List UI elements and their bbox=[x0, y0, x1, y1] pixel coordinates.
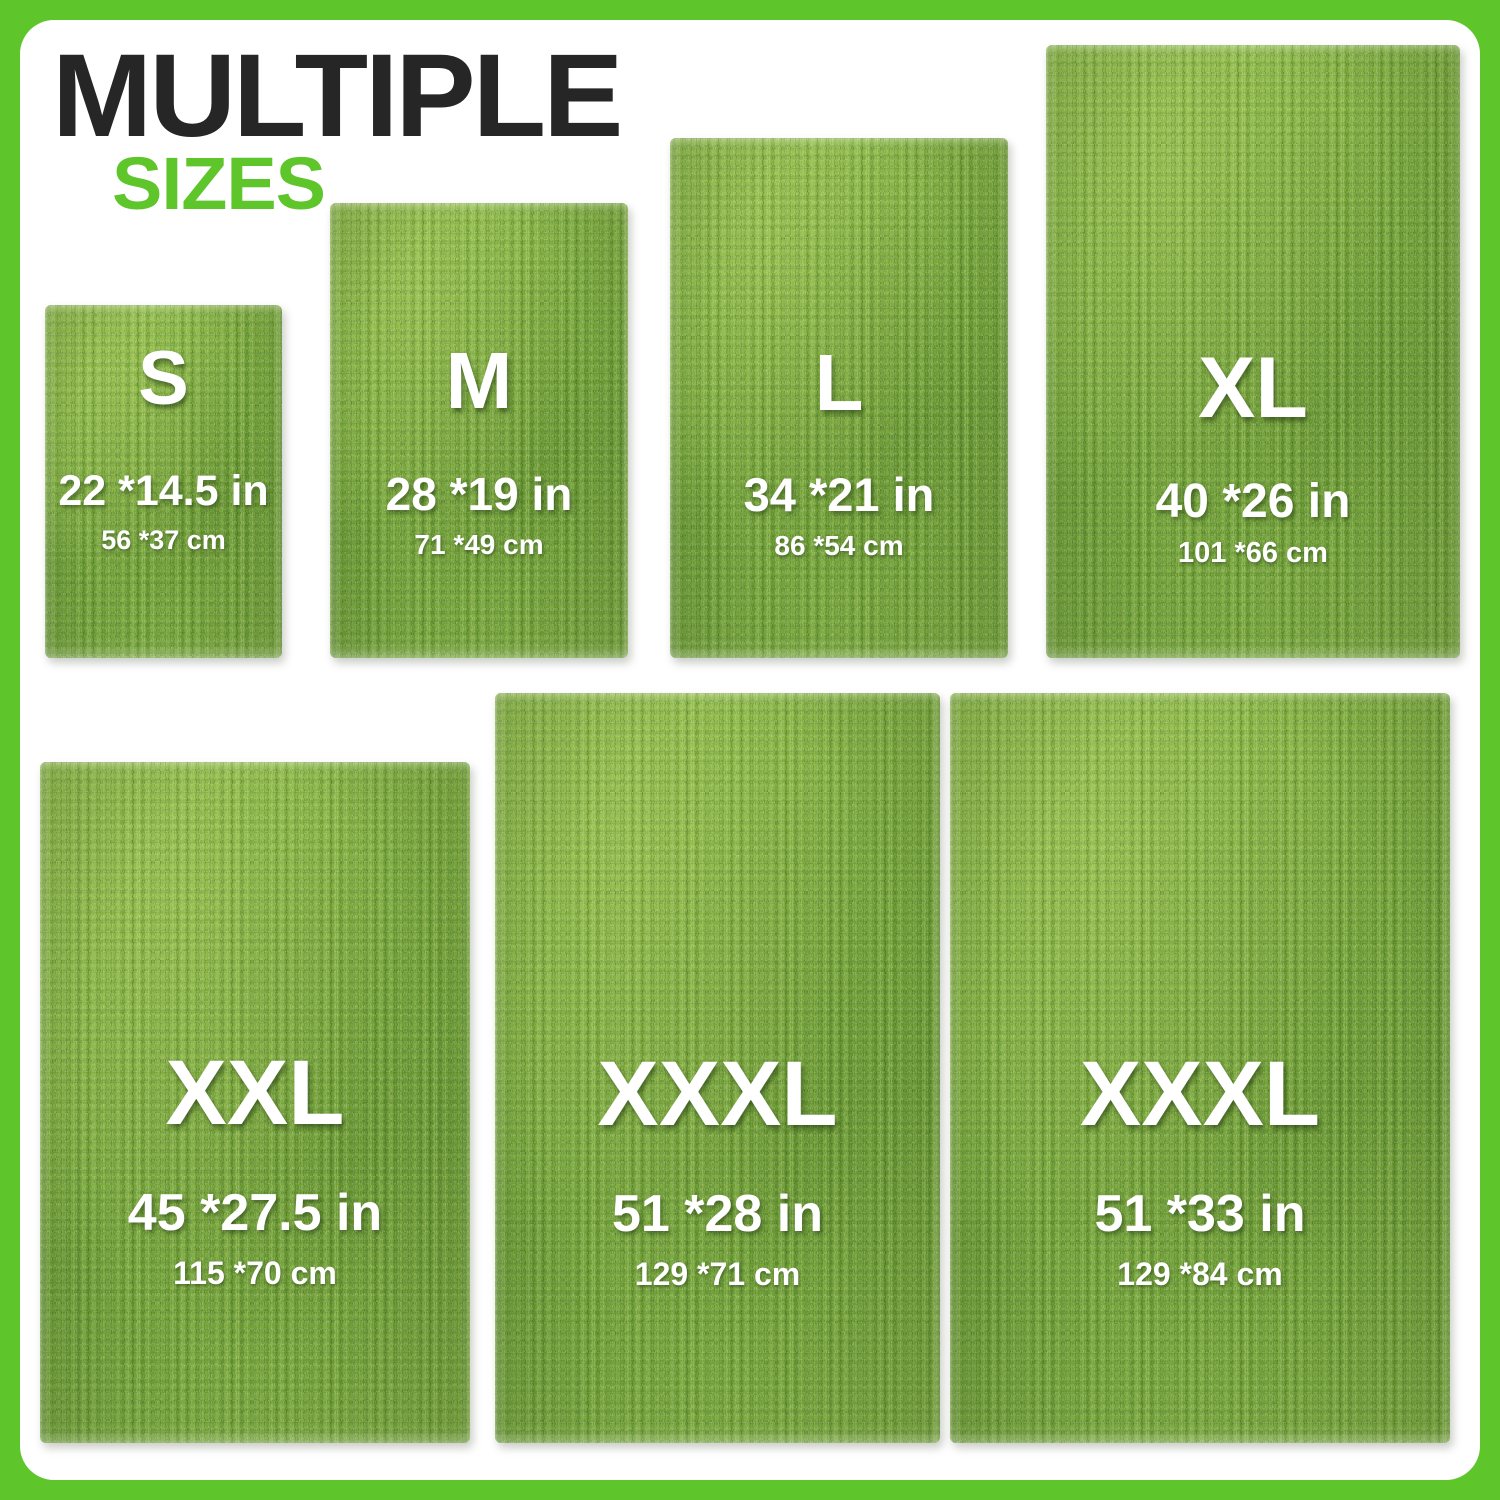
size-mat-l-2[interactable]: L 34 *21 in 86 *54 cm bbox=[670, 138, 1008, 658]
dimensions-inches-label: 34 *21 in bbox=[743, 468, 935, 521]
size-mat-xl-3[interactable]: XL 40 *26 in 101 *66 cm bbox=[1046, 45, 1460, 658]
mat-label-group: M 28 *19 in 71 *49 cm bbox=[330, 203, 628, 658]
page-title: MULTIPLE SIZES bbox=[52, 37, 692, 221]
dimensions-inches-label: 22 *14.5 in bbox=[58, 467, 269, 515]
mat-label-group: XXXL 51 *28 in 129 *71 cm bbox=[495, 693, 940, 1443]
title-line-primary: MULTIPLE bbox=[52, 30, 623, 162]
mat-label-group: XL 40 *26 in 101 *66 cm bbox=[1046, 45, 1460, 658]
title-line-secondary: SIZES bbox=[112, 142, 326, 226]
size-code-label: L bbox=[814, 338, 864, 427]
size-code-label: XL bbox=[1198, 340, 1308, 436]
size-code-label: M bbox=[445, 336, 513, 425]
size-code-label: XXXL bbox=[1079, 1043, 1321, 1145]
white-page-area: MULTIPLE SIZES S 22 *14.5 in 56 *37 cm M 28 … bbox=[20, 20, 1480, 1480]
size-mat-m-1[interactable]: M 28 *19 in 71 *49 cm bbox=[330, 203, 628, 658]
size-mat-s-0[interactable]: S 22 *14.5 in 56 *37 cm bbox=[45, 305, 282, 658]
size-mat-xxxl-6[interactable]: XXXL 51 *33 in 129 *84 cm bbox=[950, 693, 1450, 1443]
size-code-label: S bbox=[138, 336, 189, 421]
dimensions-cm-label: 71 *49 cm bbox=[414, 529, 544, 560]
dimensions-cm-label: 56 *37 cm bbox=[101, 525, 226, 555]
dimensions-cm-label: 115 *70 cm bbox=[173, 1255, 337, 1291]
size-code-label: XXL bbox=[165, 1042, 345, 1144]
size-mat-xxl-4[interactable]: XXL 45 *27.5 in 115 *70 cm bbox=[40, 762, 470, 1443]
dimensions-inches-label: 51 *28 in bbox=[611, 1185, 824, 1243]
dimensions-cm-label: 101 *66 cm bbox=[1178, 537, 1328, 569]
dimensions-cm-label: 129 *71 cm bbox=[634, 1256, 801, 1292]
dimensions-cm-label: 86 *54 cm bbox=[774, 530, 904, 561]
mat-label-group: L 34 *21 in 86 *54 cm bbox=[670, 138, 1008, 658]
size-code-label: XXXL bbox=[597, 1043, 838, 1145]
mat-label-group: S 22 *14.5 in 56 *37 cm bbox=[45, 305, 282, 658]
mat-label-group: XXXL 51 *33 in 129 *84 cm bbox=[950, 693, 1450, 1443]
dimensions-inches-label: 40 *26 in bbox=[1155, 475, 1351, 528]
dimensions-cm-label: 129 *84 cm bbox=[1117, 1256, 1283, 1292]
dimensions-inches-label: 51 *33 in bbox=[1094, 1185, 1306, 1243]
dimensions-inches-label: 28 *19 in bbox=[385, 468, 573, 520]
mat-label-group: XXL 45 *27.5 in 115 *70 cm bbox=[40, 762, 470, 1443]
dimensions-inches-label: 45 *27.5 in bbox=[127, 1184, 383, 1242]
size-mat-xxxl-5[interactable]: XXXL 51 *28 in 129 *71 cm bbox=[495, 693, 940, 1443]
